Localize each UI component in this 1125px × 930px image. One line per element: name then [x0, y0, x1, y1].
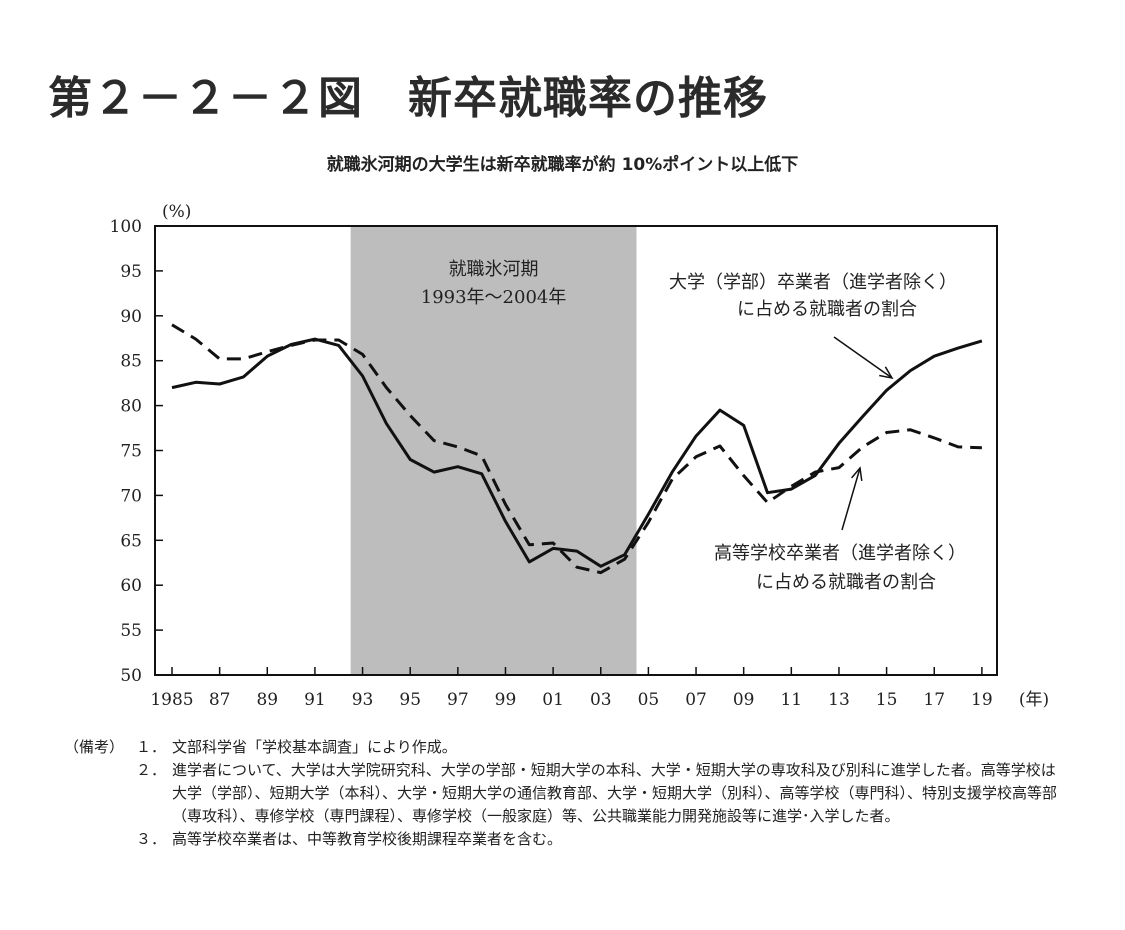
y-tick-label: 70	[120, 486, 142, 506]
x-tick-label: 1985	[150, 690, 193, 710]
x-tick-label: 17	[923, 690, 945, 710]
shaded-period-years: 1993年～2004年	[421, 287, 567, 308]
notes: （備考） １． 文部科学省「学校基本調査」により作成。 ２． 進学者について、大…	[64, 736, 1064, 851]
line-chart: 100 95 90 85 80 75 70 65 60 55 50 (%) 1985 87 89 91 93 95…	[110, 202, 1050, 710]
x-tick-label: 01	[542, 690, 564, 710]
x-tick-label: 11	[780, 690, 802, 710]
highschool-annotation-line1: 高等学校卒業者（進学者除く）	[714, 543, 966, 564]
note-row-3: ３． 高等学校卒業者は、中等教育学校後期課程卒業者を含む。	[64, 828, 1064, 851]
highschool-annotation-arrow	[841, 467, 861, 531]
university-annotation-arrow	[833, 336, 893, 379]
note-number: ２．	[136, 761, 167, 779]
university-annotation-arrow-head	[879, 366, 894, 380]
university-series-line	[171, 337, 983, 568]
y-tick-label: 65	[120, 531, 142, 551]
university-annotation-line1: 大学（学部）卒業者（進学者除く）	[669, 272, 957, 293]
x-tick-label: 07	[685, 690, 707, 710]
highschool-annotation-line2: に占める就職者の割合	[756, 572, 936, 593]
y-axis-unit: (%)	[162, 202, 191, 222]
chart-subtitle: 就職氷河期の大学生は新卒就職率が約 10%ポイント以上低下	[326, 155, 799, 175]
y-tick-label: 60	[120, 576, 142, 596]
y-tick-label: 90	[120, 307, 142, 327]
note-text: 進学者について、大学は大学院研究科、大学の学部・短期大学の本科、大学・短期大学の…	[172, 761, 1058, 825]
x-tick-label: 03	[590, 690, 612, 710]
y-tick-label: 80	[120, 397, 142, 417]
y-tick-label: 95	[120, 262, 142, 282]
y-tick-label: 50	[120, 666, 142, 686]
shaded-period	[350, 226, 637, 675]
note-row-1: （備考） １． 文部科学省「学校基本調査」により作成。	[64, 736, 1064, 759]
x-tick-label: 15	[876, 690, 898, 710]
x-tick-label: 93	[352, 690, 374, 710]
y-tick-label: 100	[110, 217, 142, 237]
note-number: １．	[136, 738, 167, 756]
x-tick-label: 87	[209, 690, 231, 710]
y-tick-label: 75	[120, 442, 142, 462]
x-tick-label: 13	[828, 690, 850, 710]
x-tick-label: 95	[399, 690, 421, 710]
y-tick-label: 55	[120, 621, 142, 641]
notes-head: （備考）	[64, 738, 125, 756]
note-text: 高等学校卒業者は、中等教育学校後期課程卒業者を含む。	[172, 830, 563, 848]
x-tick-label: 05	[638, 690, 660, 710]
note-row-2: ２． 進学者について、大学は大学院研究科、大学の学部・短期大学の本科、大学・短期…	[64, 759, 1064, 828]
x-tick-label: 09	[733, 690, 755, 710]
note-number: ３．	[136, 830, 167, 848]
university-annotation-line2: に占める就職者の割合	[737, 299, 917, 320]
x-tick-label: 19	[971, 690, 993, 710]
highschool-series-line	[171, 323, 982, 575]
x-tick-label: 99	[495, 690, 517, 710]
y-tick-label: 85	[120, 352, 142, 372]
x-tick-label: 89	[256, 690, 278, 710]
highschool-annotation-arrow-head	[851, 466, 863, 481]
x-axis-unit: (年)	[1019, 690, 1049, 710]
shaded-period-label: 就職氷河期	[449, 259, 539, 280]
x-tick-label: 97	[447, 690, 469, 710]
x-tick-label: 91	[304, 690, 326, 710]
note-text: 文部科学省「学校基本調査」により作成。	[172, 738, 457, 756]
figure-title: 第２－２－２図 新卒就職率の推移	[48, 73, 768, 124]
